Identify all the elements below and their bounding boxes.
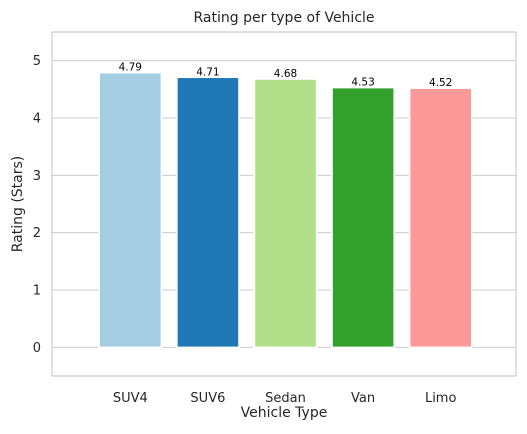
y-tick-label: 0 [33, 341, 41, 356]
x-tick-label: Limo [425, 391, 457, 406]
y-tick-labels: 0 1 2 3 4 5 [33, 54, 41, 356]
y-tick-label: 5 [33, 54, 41, 69]
x-tick-label: Sedan [265, 391, 306, 406]
bars [98, 71, 473, 349]
x-axis-label: Vehicle Type [241, 405, 328, 421]
x-tick-label: SUV6 [190, 391, 225, 406]
data-label: 4.52 [429, 77, 452, 89]
data-labels: 4.79 4.71 4.68 4.53 4.52 [119, 62, 453, 89]
data-label: 4.53 [351, 77, 374, 89]
bar-suv6 [176, 76, 240, 349]
y-tick-label: 2 [33, 226, 41, 241]
data-label: 4.79 [119, 62, 142, 74]
x-tick-labels: SUV4 SUV6 Sedan Van Limo [113, 391, 457, 406]
x-tick-label: Van [351, 391, 375, 406]
y-tick-label: 3 [33, 169, 41, 184]
data-label: 4.68 [274, 68, 297, 80]
x-tick-label: SUV4 [113, 391, 148, 406]
bar-suv4 [98, 71, 163, 349]
plot-frame [51, 31, 517, 377]
bar-van [331, 86, 395, 349]
bar-sedan [253, 78, 318, 349]
data-label: 4.71 [196, 66, 219, 78]
bar-limo [408, 87, 473, 349]
y-tick-label: 4 [33, 112, 41, 127]
y-axis-label: Rating (Stars) [10, 156, 26, 253]
chart-title: Rating per type of Vehicle [193, 10, 374, 26]
y-tick-label: 1 [33, 284, 41, 299]
